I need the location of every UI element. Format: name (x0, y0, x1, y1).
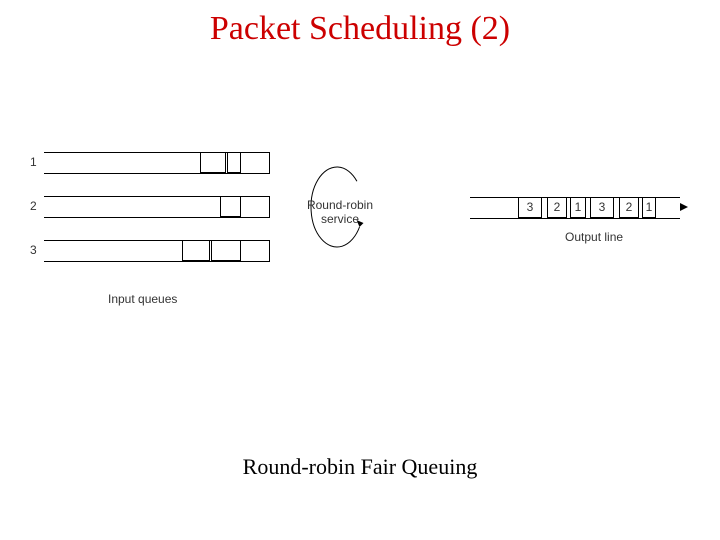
queue-packet (200, 152, 226, 173)
output-packet: 2 (547, 197, 567, 218)
rr-diagram: 123Input queuesRound-robinservice321321O… (30, 140, 690, 360)
queue-number: 2 (30, 199, 37, 213)
output-line-label: Output line (565, 230, 623, 244)
queue-end (269, 240, 270, 261)
queue-packet (182, 240, 210, 261)
page-title: Packet Scheduling (2) (0, 10, 720, 48)
caption: Round-robin Fair Queuing (0, 454, 720, 480)
queue-edge (44, 173, 270, 174)
title-text: Packet Scheduling (2) (210, 10, 510, 47)
output-packet: 1 (642, 197, 656, 218)
output-packet: 3 (590, 197, 614, 218)
output-packet: 1 (570, 197, 586, 218)
service-label: Round-robinservice (300, 198, 380, 226)
queue-packet (211, 240, 241, 261)
output-arrow-icon (680, 203, 688, 211)
service-label-l2: service (321, 212, 359, 226)
input-queues-label: Input queues (108, 292, 177, 306)
caption-text: Round-robin Fair Queuing (243, 454, 478, 479)
output-packet: 3 (518, 197, 542, 218)
service-label-l1: Round-robin (307, 198, 373, 212)
queue-number: 1 (30, 155, 37, 169)
queue-end (269, 152, 270, 173)
queue-edge (44, 261, 270, 262)
queue-end (269, 196, 270, 217)
queue-packet (220, 196, 241, 217)
output-packet: 2 (619, 197, 639, 218)
queue-number: 3 (30, 243, 37, 257)
queue-edge (44, 217, 270, 218)
queue-packet (227, 152, 241, 173)
output-edge (470, 218, 680, 219)
